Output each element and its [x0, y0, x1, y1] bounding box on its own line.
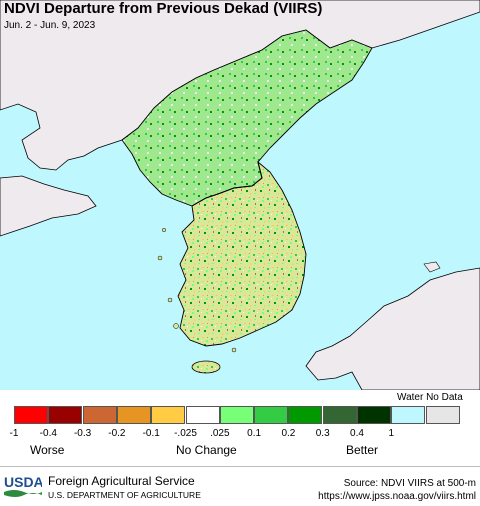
department-name: U.S. DEPARTMENT OF AGRICULTURE [48, 490, 201, 500]
legend-swatch [322, 406, 357, 424]
map-area [0, 0, 480, 390]
jeju-island [191, 360, 221, 374]
legend-swatch [254, 406, 289, 424]
island [161, 227, 167, 233]
legend-swatch [82, 406, 117, 424]
korea-border [191, 161, 263, 207]
island [167, 297, 173, 303]
legend-tick-label: -0.3 [73, 428, 92, 439]
legend-swatch [288, 406, 323, 424]
legend-swatch [116, 406, 151, 424]
foreign-land-japan [305, 267, 480, 390]
legend-tick-label: 0.3 [315, 428, 330, 439]
legend-swatch [357, 406, 391, 424]
legend-tick-label: -0.4 [39, 428, 57, 439]
legend-tick-label: -0.1 [142, 428, 160, 439]
north-korea [121, 29, 373, 207]
legend-worse-label: Worse [30, 443, 65, 457]
legend-swatch [425, 406, 460, 424]
legend-water-nodata-label: Water No Data [397, 392, 463, 403]
legend-tick-label: -0.2 [108, 428, 126, 439]
legend-tick-label: .025 [210, 428, 230, 439]
legend-tick-label: 0.2 [281, 428, 296, 439]
island [231, 347, 237, 353]
map-title: NDVI Departure from Previous Dekad (VIIR… [4, 0, 323, 17]
legend-swatch [14, 406, 48, 424]
ndvi-map [0, 0, 480, 390]
footer-divider [0, 466, 480, 467]
source-line-1: Source: NDVI VIIRS at 500-m [343, 478, 476, 489]
legend-tick-label: 0.4 [350, 428, 364, 439]
legend-swatch [219, 406, 254, 424]
agency-name: Foreign Agricultural Service [48, 474, 195, 488]
map-date-range: Jun. 2 - Jun. 9, 2023 [4, 20, 96, 31]
foreign-land-shandong [0, 175, 97, 237]
island [157, 255, 163, 261]
legend-swatch [48, 406, 83, 424]
legend-tick-label: -.025 [174, 428, 197, 439]
legend-swatch [185, 406, 220, 424]
legend-tick-label: 1 [388, 428, 395, 439]
legend-tick-label: 0.1 [247, 428, 262, 439]
usda-logo: USDA [4, 474, 42, 497]
source-line-2: https://www.jpss.noaa.gov/viirs.html [318, 491, 476, 502]
island [173, 323, 179, 329]
foreign-land-japan-island [423, 261, 441, 273]
legend-no-change-label: No Change [176, 443, 237, 457]
legend-swatch [151, 406, 186, 424]
usda-logo-text: USDA [4, 474, 42, 490]
legend-tick-label: -1 [9, 428, 19, 439]
legend-better-label: Better [346, 443, 379, 457]
legend-swatch [391, 406, 426, 424]
